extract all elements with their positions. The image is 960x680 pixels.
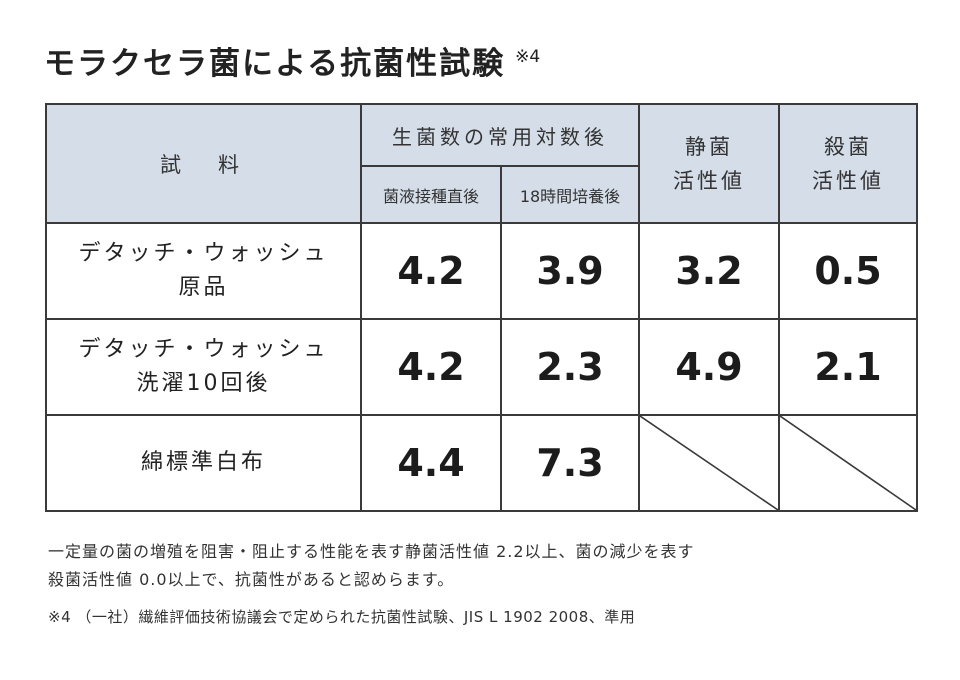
header-bactericidal-line2: 活性値	[812, 168, 884, 193]
header-after-18h-culture: 18時間培養後	[500, 165, 640, 224]
cell-value: 2.3	[500, 318, 640, 416]
title-text: モラクセラ菌による抗菌性試験	[44, 46, 506, 82]
table-row: デタッチ・ウォッシュ 洗濯10回後 4.2 2.3 4.9 2.1	[45, 318, 918, 416]
cell-value: 7.3	[500, 414, 640, 512]
row-label-line1: デタッチ・ウォッシュ	[78, 241, 329, 266]
title-note: ※4	[515, 47, 541, 67]
footnote-line-1: 一定量の菌の増殖を阻害・阻止する性能を表す静菌活性値 2.2以上、菌の減少を表す	[48, 542, 695, 561]
cell-value: 4.9	[638, 318, 780, 416]
header-bactericidal-line1: 殺菌	[824, 134, 872, 159]
header-bacteriostatic-line2: 活性値	[673, 168, 745, 193]
cell-value: 3.2	[638, 222, 780, 320]
cell-value: 4.2	[360, 318, 502, 416]
antibacterial-test-table: 試 料 生菌数の常用対数後 静菌 活性値 殺菌 活性値 菌液接種直後 18時間培…	[45, 103, 918, 512]
row-label-line1: 綿標準白布	[140, 450, 266, 475]
header-viable-count: 生菌数の常用対数後	[360, 103, 640, 167]
cell-value: 2.1	[778, 318, 918, 416]
diagonal-line	[640, 416, 778, 510]
header-sample: 試 料	[45, 103, 362, 224]
footnote-source: ※4 （一社）繊維評価技術協議会で定められた抗菌性試験、JIS L 1902 2…	[48, 608, 636, 626]
cell-value: 4.2	[360, 222, 502, 320]
footnote-line-2: 殺菌活性値 0.0以上で、抗菌性があると認めらます。	[48, 570, 455, 589]
diagonal-line	[780, 416, 916, 510]
cell-value: 3.9	[500, 222, 640, 320]
row-label: デタッチ・ウォッシュ 洗濯10回後	[45, 318, 362, 416]
cell-value: 4.4	[360, 414, 502, 512]
row-label: 綿標準白布	[45, 414, 362, 512]
row-label-line2: 原品	[178, 275, 229, 300]
cell-value: 0.5	[778, 222, 918, 320]
table-row: 綿標準白布 4.4 7.3	[45, 414, 918, 512]
header-bacteriostatic-line1: 静菌	[685, 134, 733, 159]
page-title: モラクセラ菌による抗菌性試験 ※4	[44, 38, 540, 83]
header-bacteriostatic-activity: 静菌 活性値	[638, 103, 780, 224]
header-just-after-inoculation: 菌液接種直後	[360, 165, 502, 224]
table-row: デタッチ・ウォッシュ 原品 4.2 3.9 3.2 0.5	[45, 222, 918, 320]
row-label-line2: 洗濯10回後	[136, 371, 271, 396]
header-bactericidal-activity: 殺菌 活性値	[778, 103, 918, 224]
empty-cell-diagonal	[778, 414, 918, 512]
row-label-line1: デタッチ・ウォッシュ	[78, 337, 329, 362]
empty-cell-diagonal	[638, 414, 780, 512]
row-label: デタッチ・ウォッシュ 原品	[45, 222, 362, 320]
